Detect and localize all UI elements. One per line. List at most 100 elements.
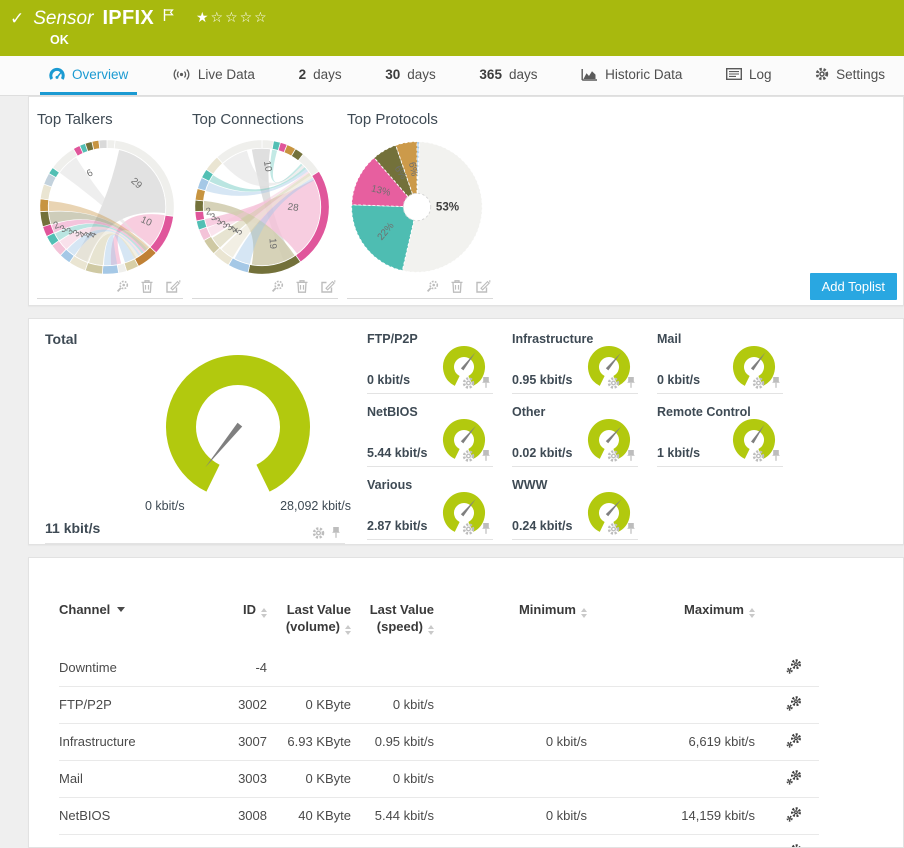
- pin-icon[interactable]: [770, 376, 783, 389]
- gear-icon[interactable]: [607, 449, 620, 462]
- total-current-value: 11 kbit/s: [45, 520, 101, 536]
- toplist-settings-icon[interactable]: [115, 279, 131, 295]
- toplist-settings-icon[interactable]: [270, 279, 286, 295]
- gauge-cell-remote-control[interactable]: Remote Control 1 kbit/s: [657, 404, 783, 467]
- total-gauge-block[interactable]: Total 0 kbit/s 28,092 kbit/s 11 kbit/s: [45, 331, 351, 544]
- gauge-cell-netbios[interactable]: NetBIOS 5.44 kbit/s: [367, 404, 493, 467]
- pin-icon[interactable]: [480, 449, 493, 462]
- toplist-edit-icon[interactable]: [320, 279, 336, 295]
- gear-icon[interactable]: [752, 449, 765, 462]
- top-talkers-chart[interactable]: 29 10 6 2 3 3 3 4 4 4: [37, 137, 177, 277]
- toplist-title: Top Protocols: [347, 111, 438, 128]
- gear-icon[interactable]: [462, 522, 475, 535]
- gear-icon[interactable]: [462, 376, 475, 389]
- gauge-cell-ftp-p2p[interactable]: FTP/P2P 0 kbit/s: [367, 331, 493, 394]
- column-header-id[interactable]: ID: [234, 602, 269, 650]
- add-toplist-button[interactable]: Add Toplist: [809, 273, 897, 300]
- svg-text:5: 5: [233, 226, 245, 238]
- gauge-actions: [607, 449, 638, 462]
- toplist-edit-icon[interactable]: [475, 279, 491, 295]
- cell-speed: [353, 649, 436, 687]
- gauge-cell-other[interactable]: Other 0.02 kbit/s: [512, 404, 638, 467]
- gear-icon[interactable]: [607, 376, 620, 389]
- tab-live-data[interactable]: Live Data: [163, 56, 264, 95]
- toplist-delete-icon[interactable]: [450, 279, 466, 295]
- cell-channel[interactable]: Other: [59, 834, 234, 847]
- channel-settings-icon[interactable]: [785, 695, 803, 712]
- tab-settings[interactable]: Settings: [806, 56, 894, 95]
- toplist-delete-icon[interactable]: [140, 279, 156, 295]
- gauge-cell-www[interactable]: WWW 0.24 kbit/s: [512, 477, 638, 540]
- svg-text:3: 3: [65, 225, 76, 237]
- cell-channel[interactable]: Mail: [59, 760, 234, 798]
- channel-gauge-chart: [582, 490, 636, 536]
- column-header-last-value-speed-[interactable]: Last Value (speed): [353, 602, 436, 650]
- column-header-last-value-volume-[interactable]: Last Value (volume): [269, 602, 353, 650]
- channel-settings-icon[interactable]: [785, 732, 803, 749]
- channel-settings-icon[interactable]: [785, 658, 803, 675]
- gauge-cell-various[interactable]: Various 2.87 kbit/s: [367, 477, 493, 540]
- svg-text:10: 10: [261, 160, 274, 173]
- svg-text:4: 4: [77, 229, 89, 240]
- gear-icon[interactable]: [312, 526, 325, 539]
- pin-icon[interactable]: [625, 376, 638, 389]
- channel-settings-icon[interactable]: [785, 806, 803, 823]
- tab-2-days[interactable]: 2 days: [290, 56, 351, 95]
- cell-channel[interactable]: NetBIOS: [59, 797, 234, 835]
- channel-gauge-chart: [582, 417, 636, 463]
- svg-text:2: 2: [52, 220, 61, 232]
- tab-label: days: [313, 66, 342, 82]
- cell-actions: [757, 723, 819, 761]
- column-header-minimum[interactable]: Minimum: [436, 602, 589, 650]
- toplist-top-protocols: Top Protocols 53% 22% 13% 6% 6%: [347, 111, 493, 305]
- tab-historic-data[interactable]: Historic Data: [572, 56, 691, 95]
- gauge-cell-infrastructure[interactable]: Infrastructure 0.95 kbit/s: [512, 331, 638, 394]
- gauge-channel-name: Remote Control: [657, 405, 751, 419]
- cell-channel[interactable]: Infrastructure: [59, 723, 234, 761]
- svg-text:3: 3: [224, 221, 235, 233]
- column-header-channel[interactable]: Channel: [59, 602, 234, 650]
- cell-channel[interactable]: FTP/P2P: [59, 686, 234, 724]
- tab-overview[interactable]: Overview: [40, 56, 138, 95]
- tab-365-days[interactable]: 365 days: [470, 56, 546, 95]
- gauge-actions: [752, 449, 783, 462]
- gear-icon[interactable]: [752, 376, 765, 389]
- pin-icon[interactable]: [480, 376, 493, 389]
- priority-star-rating[interactable]: ★☆☆☆☆: [195, 8, 269, 25]
- tab-log[interactable]: Log: [717, 56, 781, 95]
- cell-channel[interactable]: Downtime: [59, 649, 234, 687]
- tab-label: days: [508, 66, 538, 82]
- toplist-edit-icon[interactable]: [165, 279, 181, 295]
- pin-icon[interactable]: [480, 522, 493, 535]
- pin-icon[interactable]: [770, 449, 783, 462]
- top-protocols-chart[interactable]: 53% 22% 13% 6% 6%: [347, 137, 487, 277]
- gear-icon[interactable]: [462, 449, 475, 462]
- tab-30-days[interactable]: 30 days: [376, 56, 445, 95]
- cell-min: [436, 760, 589, 798]
- column-header-maximum[interactable]: Maximum: [589, 602, 757, 650]
- channel-settings-icon[interactable]: [785, 769, 803, 786]
- channel-settings-icon[interactable]: [785, 843, 803, 847]
- pin-icon[interactable]: [625, 449, 638, 462]
- cell-actions: [757, 834, 819, 847]
- gauge-cell-mail[interactable]: Mail 0 kbit/s: [657, 331, 783, 394]
- cell-volume: 0 KByte: [269, 686, 353, 724]
- svg-text:10: 10: [139, 214, 154, 229]
- toplist-delete-icon[interactable]: [295, 279, 311, 295]
- toplist-actions: [192, 277, 338, 299]
- channel-gauge-chart: [437, 490, 491, 536]
- channel-table: Channel ID Last Value (volume) Last Value (…: [59, 602, 819, 847]
- pin-icon[interactable]: [330, 526, 343, 539]
- toplists-panel: Top Talkers 29 10 6 2 3 3 3 4 4 4 Top Connections 10…: [28, 96, 904, 306]
- channels-panel: Channel ID Last Value (volume) Last Value (…: [28, 557, 904, 848]
- gauge-channel-name: FTP/P2P: [367, 332, 418, 346]
- gauge-actions: [462, 522, 493, 535]
- cell-volume: 0.14 KByte: [269, 834, 353, 847]
- top-connections-chart[interactable]: 10 28 19 2 3 3 3 3 4 5: [192, 137, 332, 277]
- gear-icon[interactable]: [607, 522, 620, 535]
- toplist-settings-icon[interactable]: [425, 279, 441, 295]
- channel-gauge-chart: [437, 417, 491, 463]
- pin-icon[interactable]: [625, 522, 638, 535]
- flag-icon[interactable]: [163, 8, 175, 22]
- log-icon: [726, 68, 743, 80]
